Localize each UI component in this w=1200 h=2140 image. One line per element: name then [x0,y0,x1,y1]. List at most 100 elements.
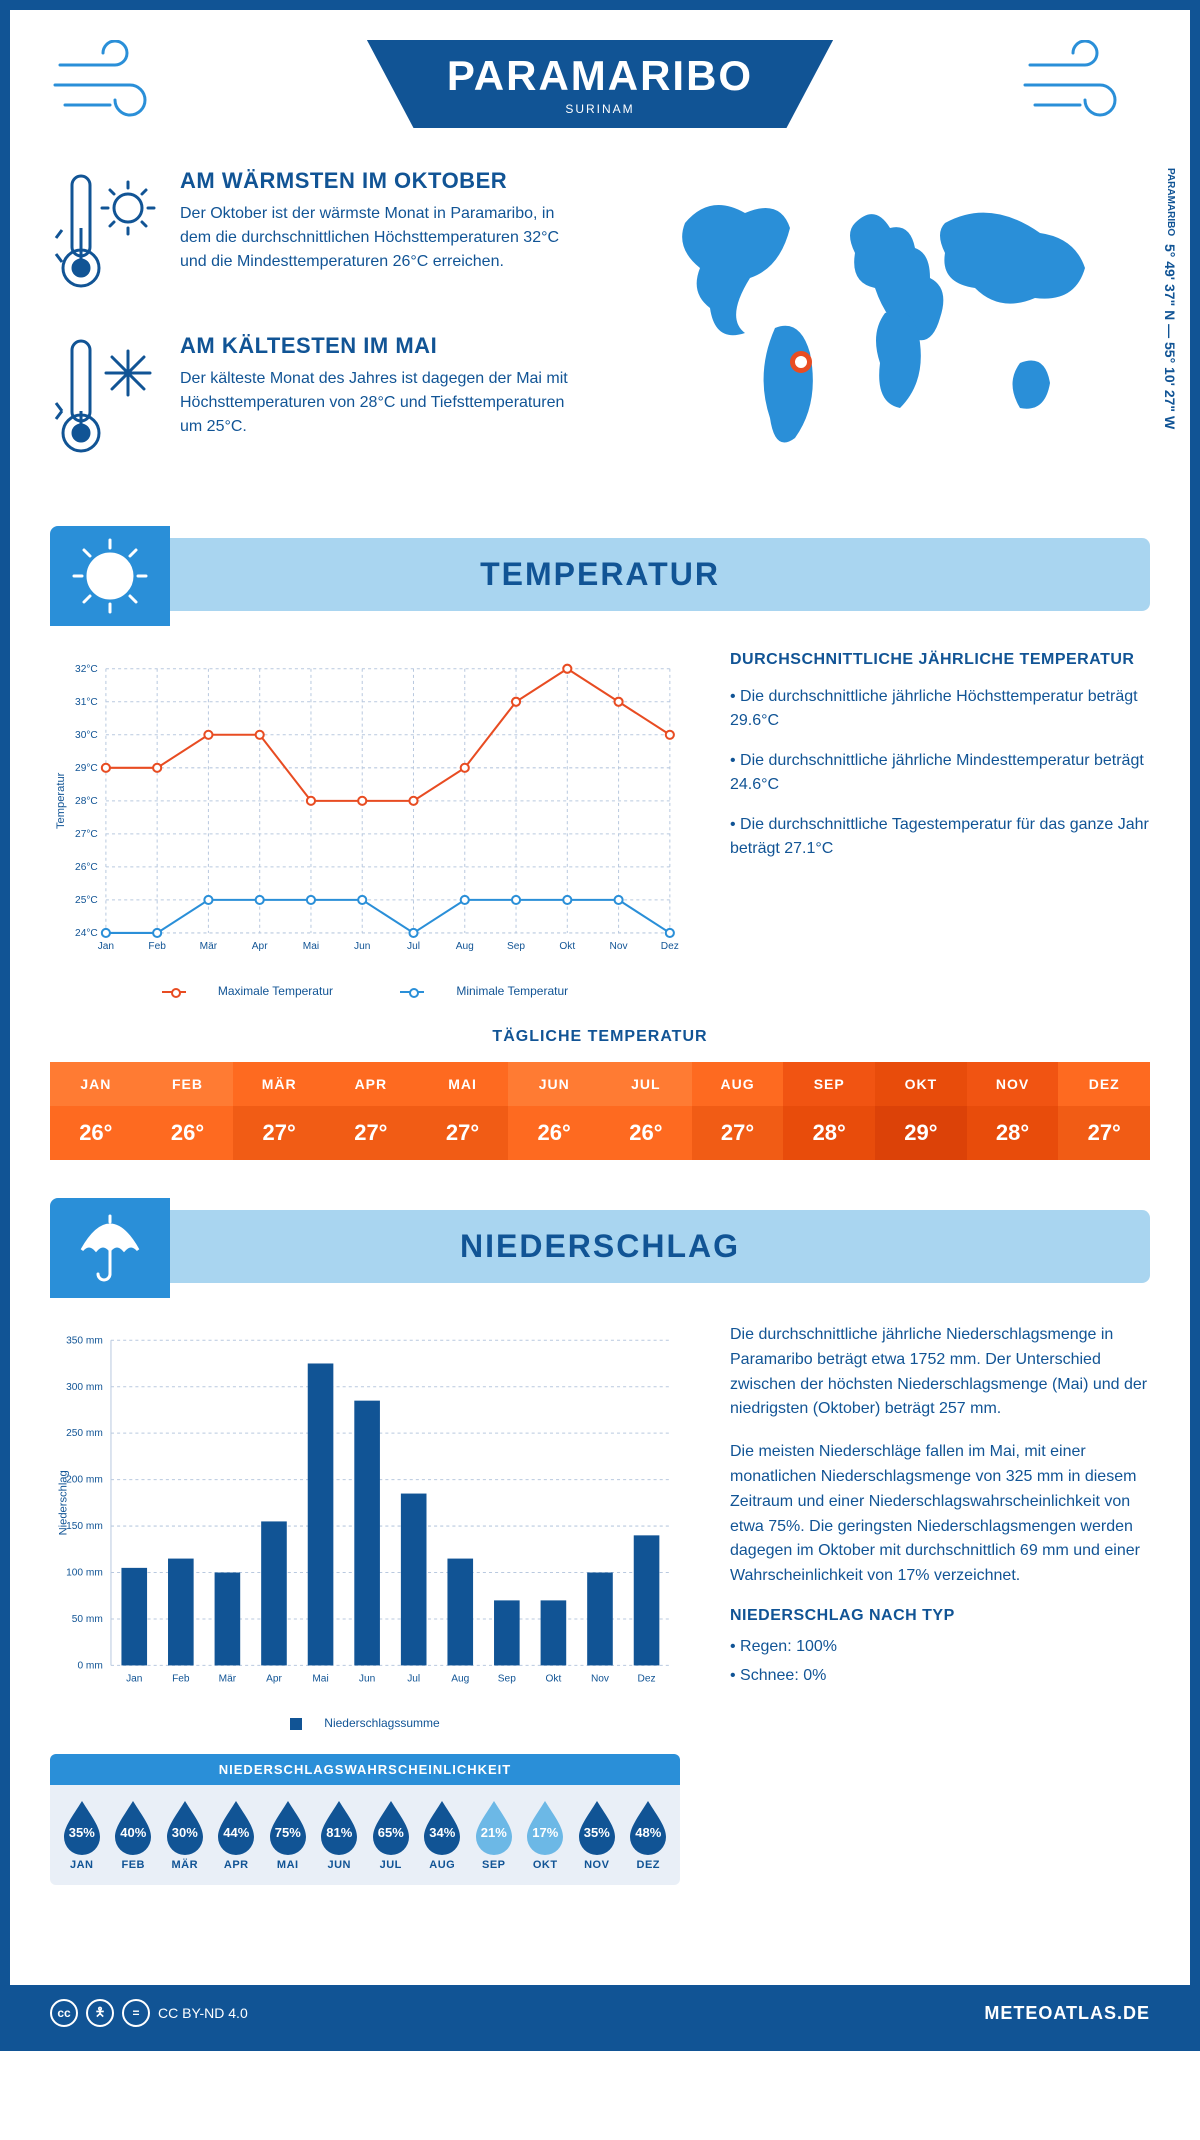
svg-text:Apr: Apr [266,1674,282,1685]
svg-text:Dez: Dez [638,1674,656,1685]
svg-text:Sep: Sep [498,1674,516,1685]
svg-text:29°C: 29°C [75,763,98,774]
svg-text:27°C: 27°C [75,829,98,840]
svg-text:300 mm: 300 mm [66,1382,103,1393]
nd-icon: = [122,1999,150,2027]
daily-cell: DEZ 27° [1058,1062,1150,1160]
precipitation-probability: NIEDERSCHLAGSWAHRSCHEINLICHKEIT 35% JAN … [50,1754,680,1885]
umbrella-icon [50,1198,170,1298]
probability-cell: 48% DEZ [623,1799,675,1871]
thermometer-snow-icon [50,333,160,468]
thermometer-sun-icon [50,168,160,303]
probability-cell: 17% OKT [520,1799,572,1871]
probability-cell: 35% NOV [571,1799,623,1871]
daily-cell: NOV 28° [967,1062,1059,1160]
daily-cell: JUL 26° [600,1062,692,1160]
svg-text:Mär: Mär [219,1674,237,1685]
city-title: PARAMARIBO [447,52,753,100]
cc-icon: cc [50,1999,78,2027]
svg-text:Jan: Jan [126,1674,142,1685]
daily-cell: FEB 26° [142,1062,234,1160]
svg-text:Aug: Aug [451,1674,469,1685]
svg-text:Mai: Mai [312,1674,328,1685]
svg-text:Aug: Aug [456,941,474,952]
daily-cell: APR 27° [325,1062,417,1160]
svg-text:Dez: Dez [661,941,679,952]
daily-cell: JAN 26° [50,1062,142,1160]
footer: cc 🯅 = CC BY-ND 4.0 METEOATLAS.DE [10,1985,1190,2041]
svg-text:25°C: 25°C [75,895,98,906]
title-banner: PARAMARIBO SURINAM [367,40,833,128]
svg-text:50 mm: 50 mm [72,1614,103,1625]
cold-title: AM KÄLTESTEN IM MAI [180,333,580,359]
probability-cell: 75% MAI [262,1799,314,1871]
brand: METEOATLAS.DE [984,2003,1150,2024]
precipitation-bar-chart: 0 mm 50 mm 100 mm 150 mm 200 mm 250 mm 300 mm 3… [50,1323,680,1730]
wind-icon [1020,40,1150,135]
svg-text:Mai: Mai [303,941,319,952]
probability-cell: 34% AUG [417,1799,469,1871]
svg-text:Jan: Jan [98,941,114,952]
svg-text:Feb: Feb [172,1674,190,1685]
wind-icon [50,40,180,135]
svg-text:26°C: 26°C [75,862,98,873]
svg-text:28°C: 28°C [75,796,98,807]
svg-text:Sep: Sep [507,941,525,952]
daily-temp-table: JAN 26° FEB 26° MÄR 27° APR 27° MAI 27° … [50,1062,1150,1160]
svg-text:150 mm: 150 mm [66,1521,103,1532]
svg-text:Feb: Feb [148,941,166,952]
svg-text:Okt: Okt [546,1674,562,1685]
probability-cell: 30% MÄR [159,1799,211,1871]
svg-text:Jul: Jul [407,941,420,952]
svg-text:Niederschlag: Niederschlag [57,1470,69,1535]
svg-text:250 mm: 250 mm [66,1428,103,1439]
probability-cell: 44% APR [211,1799,263,1871]
svg-text:31°C: 31°C [75,697,98,708]
svg-text:Mär: Mär [200,941,218,952]
svg-text:350 mm: 350 mm [66,1335,103,1346]
coldest-fact: AM KÄLTESTEN IM MAI Der kälteste Monat d… [50,333,580,468]
country-subtitle: SURINAM [447,102,753,116]
svg-text:0 mm: 0 mm [77,1660,102,1671]
chart-legend: Maximale Temperatur Minimale Temperatur [50,984,680,998]
location-marker-icon [790,351,812,373]
daily-temp-title: TÄGLICHE TEMPERATUR [50,1028,1150,1046]
svg-text:Jun: Jun [354,941,370,952]
svg-text:Temperatur: Temperatur [55,772,67,829]
section-temperature: TEMPERATUR [50,538,1150,611]
precipitation-info: Die durchschnittliche jährliche Niedersc… [730,1323,1150,1885]
svg-text:30°C: 30°C [75,730,98,741]
svg-text:32°C: 32°C [75,664,98,675]
svg-text:Nov: Nov [610,941,629,952]
daily-cell: MÄR 27° [233,1062,325,1160]
warm-title: AM WÄRMSTEN IM OKTOBER [180,168,580,194]
daily-cell: JUN 26° [508,1062,600,1160]
license: cc 🯅 = CC BY-ND 4.0 [50,1999,248,2027]
warm-text: Der Oktober ist der wärmste Monat in Par… [180,202,580,274]
svg-text:100 mm: 100 mm [66,1568,103,1579]
chart-legend: Niederschlagssumme [50,1716,680,1730]
probability-cell: 81% JUN [314,1799,366,1871]
svg-text:Nov: Nov [591,1674,610,1685]
probability-cell: 21% SEP [468,1799,520,1871]
probability-cell: 35% JAN [56,1799,108,1871]
cold-text: Der kälteste Monat des Jahres ist dagege… [180,367,580,439]
warmest-fact: AM WÄRMSTEN IM OKTOBER Der Oktober ist d… [50,168,580,303]
daily-cell: MAI 27° [417,1062,509,1160]
svg-text:24°C: 24°C [75,928,98,939]
svg-text:Jul: Jul [407,1674,420,1685]
temperature-line-chart: 24°C 25°C 26°C 27°C 28°C 29°C 30°C 31°C 32°C Jan F… [50,651,680,998]
daily-cell: OKT 29° [875,1062,967,1160]
header: PARAMARIBO SURINAM [50,40,1150,128]
svg-text:Okt: Okt [559,941,575,952]
daily-cell: SEP 28° [783,1062,875,1160]
by-icon: 🯅 [86,1999,114,2027]
probability-cell: 40% FEB [108,1799,160,1871]
world-map [620,168,1150,473]
daily-cell: AUG 27° [692,1062,784,1160]
svg-text:Jun: Jun [359,1674,375,1685]
coordinates: PARAMARIBO 5° 49' 37" N — 55° 10' 27" W [1162,168,1178,429]
section-precipitation: NIEDERSCHLAG [50,1210,1150,1283]
svg-text:Apr: Apr [252,941,268,952]
svg-text:200 mm: 200 mm [66,1475,103,1486]
